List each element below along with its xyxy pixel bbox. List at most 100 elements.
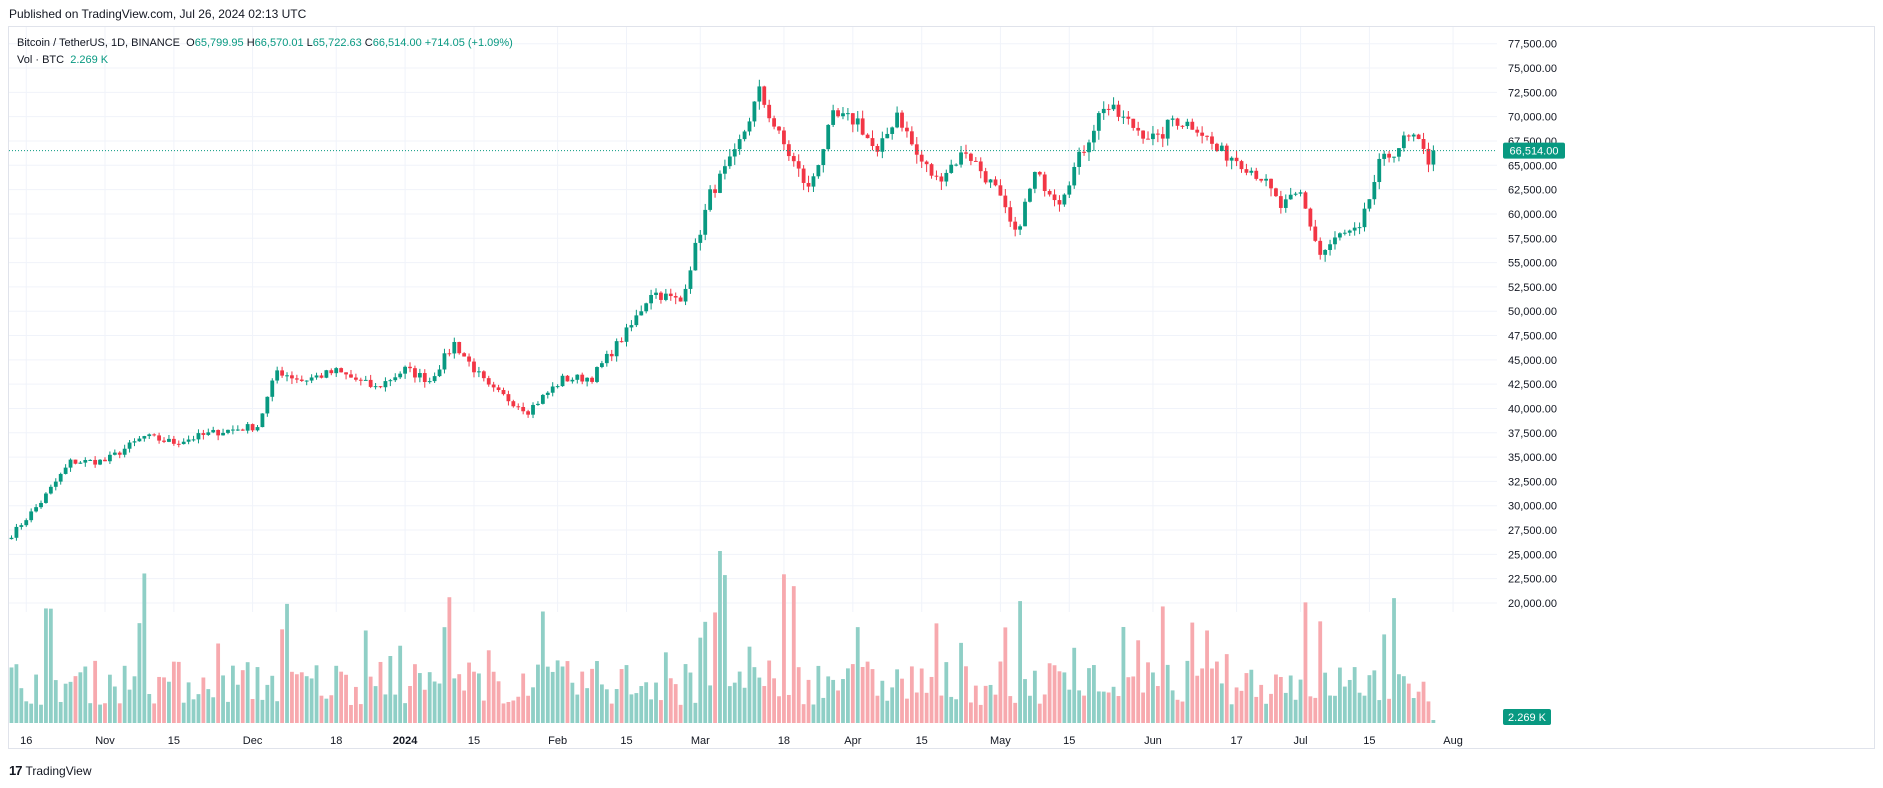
candle-body [1155,133,1160,135]
price-tick-label: 45,000.00 [1508,355,1557,367]
volume-bar [595,661,599,723]
candle-body [457,341,462,354]
candle-body [452,341,457,354]
volume-bar [723,575,727,723]
candle-body [969,153,973,161]
volume-bar [373,686,378,723]
volume-bar [1180,701,1185,723]
volume-bar [1116,696,1121,723]
volume-bar [796,667,801,723]
time-tick-label: Dec [243,735,263,747]
candle-body [181,441,186,445]
last-volume-badge [1503,709,1551,725]
candle-body [39,502,43,508]
candle-body [1106,108,1111,110]
time-tick-label: Nov [95,735,115,747]
candle-body [1032,171,1037,189]
volume-bar [1037,703,1042,723]
volume-bar [654,682,658,723]
volume-bar [846,668,850,723]
candle-body [250,424,255,431]
candle-body [1121,116,1126,118]
volume-bar [905,698,909,723]
volume-bar [1067,689,1072,723]
candle-body [786,144,791,157]
volume-bar [821,697,826,723]
candle-body [1224,145,1229,161]
volume-bar [742,687,747,723]
candle-body [226,429,230,433]
volume-bar [600,684,604,723]
candle-body [713,189,717,193]
volume-bar [1032,670,1037,723]
volume-bar [235,684,240,723]
volume-bar [417,673,422,723]
volume-bar [88,703,93,723]
volume-bar [9,667,14,723]
volume-bar [1298,679,1303,723]
volume-bar [1411,698,1416,723]
volume-bar [708,685,713,723]
candle-body [777,126,781,131]
volume-bar [865,661,870,723]
candle-body [117,452,122,455]
footer-brand[interactable]: 17 TradingView [9,763,92,778]
candle-body [245,424,250,431]
candle-body [560,375,565,387]
candle-body [1347,230,1352,233]
volume-bar [157,676,161,723]
candle-body [309,377,314,381]
candle-body [663,293,668,300]
candle-body [1052,194,1057,201]
candle-body [939,176,944,182]
candle-body [934,175,939,177]
candle-body [949,164,954,173]
volume-bar [329,695,334,723]
candle-body [1259,178,1264,181]
time-tick-label: Jul [1294,735,1308,747]
candle-body [1249,170,1254,173]
candle-body [580,374,585,382]
volume-bar [260,699,265,723]
candle-body [919,154,924,162]
volume-bar [1264,703,1268,723]
candle-body [629,325,634,328]
time-tick-label: Mar [691,735,710,747]
last-volume-badge-text: 2.269 K [1508,712,1547,724]
tradingview-logo-icon: 17 [9,763,23,778]
candle-body [437,369,442,377]
axis-badges: 66,514.00 2.269 K [1503,142,1565,725]
volume-bar [811,704,816,723]
candle-body [486,378,491,385]
price-tick-label: 62,500.00 [1508,185,1557,197]
candle-body [78,462,83,464]
volume-bar [1313,697,1318,723]
volume-bar [964,666,968,723]
candle-body [782,130,786,145]
candle-body [944,172,949,182]
volume-bar [1328,695,1332,723]
candle-body [1323,249,1328,255]
volume-bar [683,664,688,723]
volume-bar [703,621,708,723]
volume-bar [1136,640,1141,723]
volume-bar [1357,692,1362,723]
candle-body [555,386,560,388]
candle-body [1205,135,1209,137]
candle-body [1333,237,1337,245]
candle-body [285,375,289,377]
volume-bar [142,573,147,723]
volume-bar [752,667,757,723]
volume-bar [398,645,403,723]
candle-body [127,442,132,449]
volume-bar [688,672,693,723]
candle-body [668,293,673,297]
candle-body [167,438,171,442]
volume-bar [988,684,993,723]
volume-bar [250,699,255,723]
volume-bar [53,680,58,723]
candle-body [1318,240,1323,255]
volume-bar [663,652,668,723]
candle-body [196,433,201,440]
